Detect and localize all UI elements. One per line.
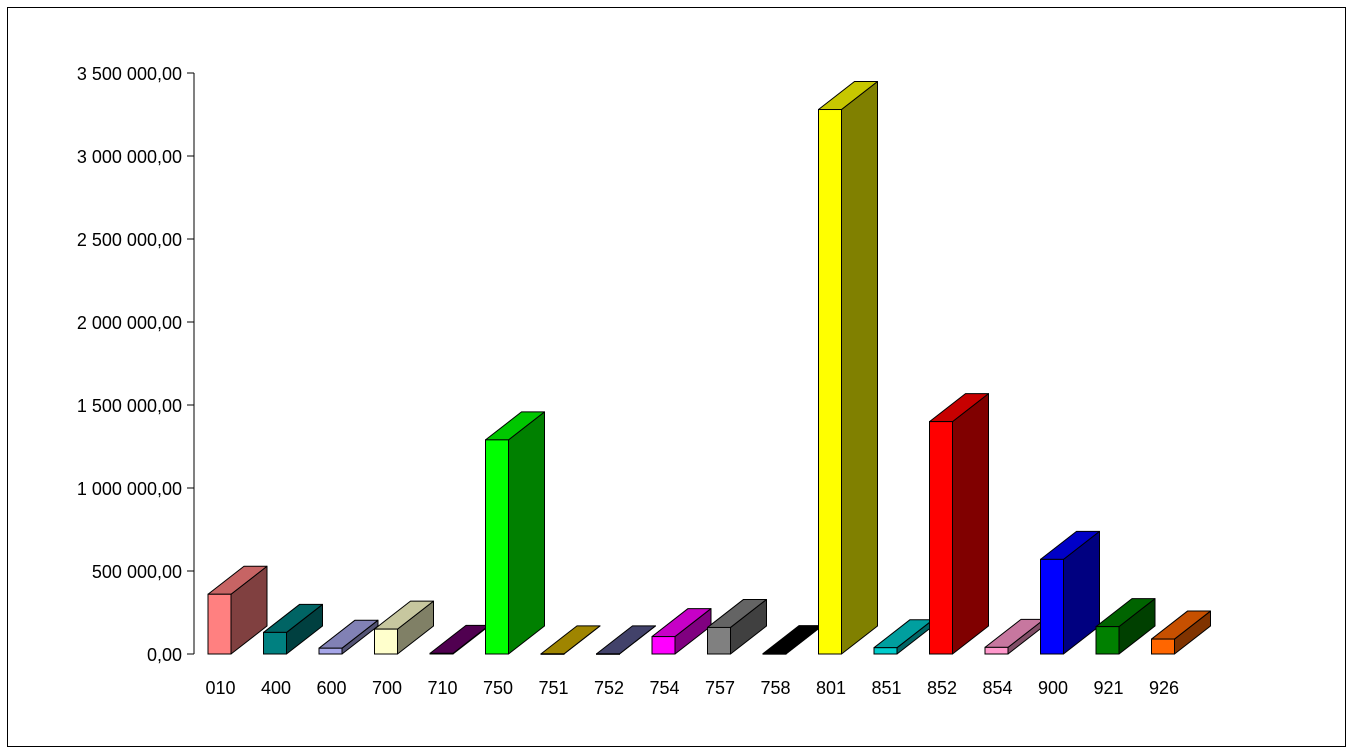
x-tick-label: 750 xyxy=(483,678,513,698)
bar-801 xyxy=(819,110,842,654)
y-tick-label: 2 500 000,00 xyxy=(77,230,182,250)
bar-851 xyxy=(874,648,897,654)
x-tick-label: 852 xyxy=(927,678,957,698)
x-tick-label: 400 xyxy=(261,678,291,698)
bar-010 xyxy=(208,594,231,654)
bar-400 xyxy=(264,632,287,654)
bar-750 xyxy=(486,440,509,654)
x-tick-label: 010 xyxy=(205,678,235,698)
y-tick-label: 3 500 000,00 xyxy=(77,64,182,84)
bar-751 xyxy=(541,654,564,655)
bar-754 xyxy=(652,637,675,654)
bar-710 xyxy=(430,653,453,654)
x-tick-label: 710 xyxy=(427,678,457,698)
x-tick-label: 921 xyxy=(1093,678,1123,698)
bar-900 xyxy=(1041,559,1064,654)
bar-side-750 xyxy=(509,412,545,654)
y-tick-label: 0,00 xyxy=(147,645,182,665)
x-tick-label: 757 xyxy=(705,678,735,698)
y-tick-label: 1 500 000,00 xyxy=(77,396,182,416)
x-tick-label: 758 xyxy=(760,678,790,698)
bar-757 xyxy=(708,627,731,654)
x-tick-label: 700 xyxy=(372,678,402,698)
x-tick-label: 854 xyxy=(982,678,1012,698)
bar-752 xyxy=(597,654,620,655)
bar-921 xyxy=(1096,627,1119,654)
x-tick-label: 754 xyxy=(649,678,679,698)
bar-700 xyxy=(375,629,398,654)
y-tick-label: 500 000,00 xyxy=(92,562,182,582)
bar-600 xyxy=(319,648,342,654)
bar-top-752 xyxy=(597,626,656,654)
bar-854 xyxy=(985,647,1008,654)
x-tick-label: 751 xyxy=(538,678,568,698)
bar-852 xyxy=(930,422,953,654)
x-tick-label: 926 xyxy=(1149,678,1179,698)
x-tick-label: 900 xyxy=(1038,678,1068,698)
bar-758 xyxy=(763,654,786,655)
x-tick-label: 752 xyxy=(594,678,624,698)
bar-side-801 xyxy=(842,82,878,654)
x-tick-label: 851 xyxy=(871,678,901,698)
y-tick-label: 2 000 000,00 xyxy=(77,313,182,333)
x-tick-label: 600 xyxy=(316,678,346,698)
bar-side-852 xyxy=(953,394,989,654)
x-tick-label: 801 xyxy=(816,678,846,698)
y-tick-label: 3 000 000,00 xyxy=(77,147,182,167)
bar-top-751 xyxy=(541,626,600,654)
y-tick-label: 1 000 000,00 xyxy=(77,479,182,499)
bar-926 xyxy=(1152,639,1175,654)
